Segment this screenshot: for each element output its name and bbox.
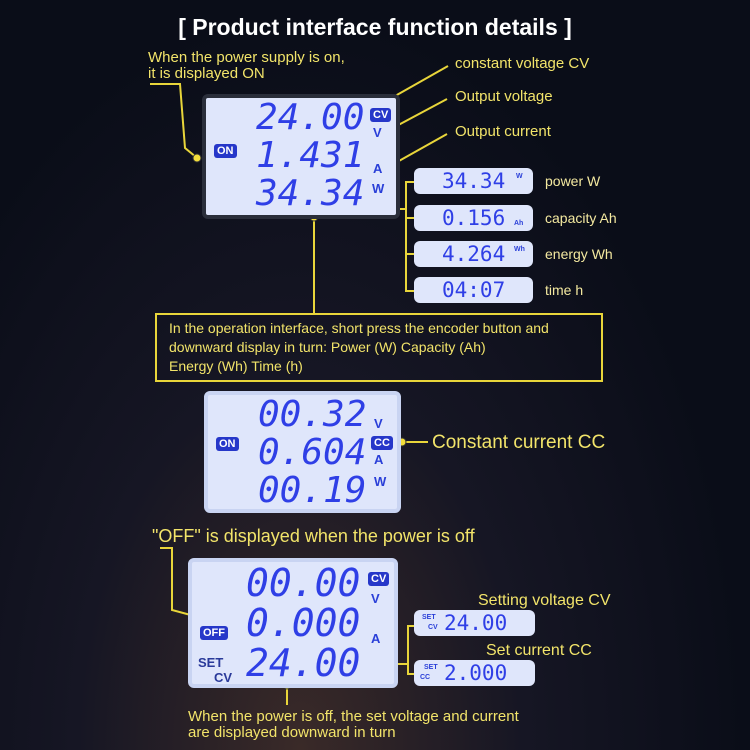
on-badge: ON <box>214 144 237 158</box>
energy-value: 4.264 <box>442 242 506 266</box>
unit: Wh <box>514 246 525 253</box>
on-badge: ON <box>216 437 239 451</box>
bottom-note: When the power is off, the set voltage a… <box>188 709 519 741</box>
set-label: SET <box>198 655 224 670</box>
sub-display-capacity: 0.156 Ah <box>414 205 533 231</box>
set-display-voltage: SET CV 24.00 <box>414 610 535 636</box>
unit-a: A <box>373 161 383 176</box>
info-line: In the operation interface, short press … <box>169 320 549 336</box>
label-set-current: Set current CC <box>486 642 592 659</box>
cc-badge: CC <box>371 436 393 450</box>
power-value: 34.34 <box>442 169 506 193</box>
page-title: [ Product interface function details ] <box>178 14 572 40</box>
lcd-display-off: 00.00 0.000 24.00 CV V A OFF SET CV <box>188 558 398 688</box>
label-power: power W <box>545 173 601 189</box>
voltage-readout: 24.00 <box>256 97 365 138</box>
unit-w: W <box>372 181 385 196</box>
cv-tag: CV <box>428 624 438 631</box>
set-tag: SET <box>424 664 438 671</box>
callout-current: Output current <box>455 123 551 140</box>
off-note: "OFF" is displayed when the power is off <box>152 526 475 546</box>
label-capacity: capacity Ah <box>545 210 617 226</box>
label-energy: energy Wh <box>545 246 613 262</box>
sub-display-energy: 4.264 Wh <box>414 241 533 267</box>
set-voltage-value: 24.00 <box>444 611 508 635</box>
label-time: time h <box>545 282 584 298</box>
unit-v: V <box>371 591 380 606</box>
unit-w: W <box>374 474 387 489</box>
unit-v: V <box>374 416 383 431</box>
cv-badge: CV <box>370 108 392 122</box>
unit-v: V <box>373 125 382 140</box>
bottom-note-line: When the power is off, the set voltage a… <box>188 708 519 725</box>
on-note-line: When the power supply is on, <box>148 49 345 66</box>
cc-tag: CC <box>420 674 431 681</box>
current-readout: 1.431 <box>256 135 365 176</box>
on-note: When the power supply is on, it is displ… <box>148 50 345 82</box>
lcd-display-cc: 00.32 0.604 00.19 V CC A W ON <box>204 391 401 513</box>
info-box: In the operation interface, short press … <box>155 313 603 382</box>
set-tag: SET <box>422 614 436 621</box>
callout-voltage: Output voltage <box>455 88 553 105</box>
capacity-value: 0.156 <box>442 206 506 230</box>
unit: Ah <box>514 220 524 227</box>
info-line: downward display in turn: Power (W) Capa… <box>169 339 486 355</box>
power-readout: 00.19 <box>258 470 367 511</box>
voltage-readout: 00.32 <box>258 394 367 435</box>
info-line: Energy (Wh) Time (h) <box>169 358 303 374</box>
time-value: 04:07 <box>442 278 506 302</box>
set-current-value: 2.000 <box>444 661 508 685</box>
label-setting-voltage: Setting voltage CV <box>478 592 611 609</box>
voltage-readout: 00.00 <box>246 561 361 605</box>
bottom-note-line: are displayed downward in turn <box>188 724 396 741</box>
lcd-display-on: 24.00 1.431 34.34 CV V A W ON <box>202 94 400 219</box>
current-readout: 0.604 <box>258 432 367 473</box>
off-badge: OFF <box>200 626 228 640</box>
callout-cv: constant voltage CV <box>455 55 590 72</box>
on-note-line: it is displayed ON <box>148 65 265 82</box>
current-readout: 0.000 <box>246 601 361 645</box>
unit-a: A <box>371 631 381 646</box>
sub-display-power: 34.34 W <box>414 168 533 194</box>
power-readout: 34.34 <box>256 173 365 214</box>
set-voltage-readout: 24.00 <box>246 641 361 685</box>
set-display-current: SET CC 2.000 <box>414 660 535 686</box>
cv-badge: CV <box>368 572 390 586</box>
unit-a: A <box>374 452 384 467</box>
callout-cc: Constant current CC <box>432 432 606 453</box>
sub-display-time: 04:07 <box>414 277 533 303</box>
cv-label: CV <box>214 670 233 685</box>
unit: W <box>516 173 523 180</box>
